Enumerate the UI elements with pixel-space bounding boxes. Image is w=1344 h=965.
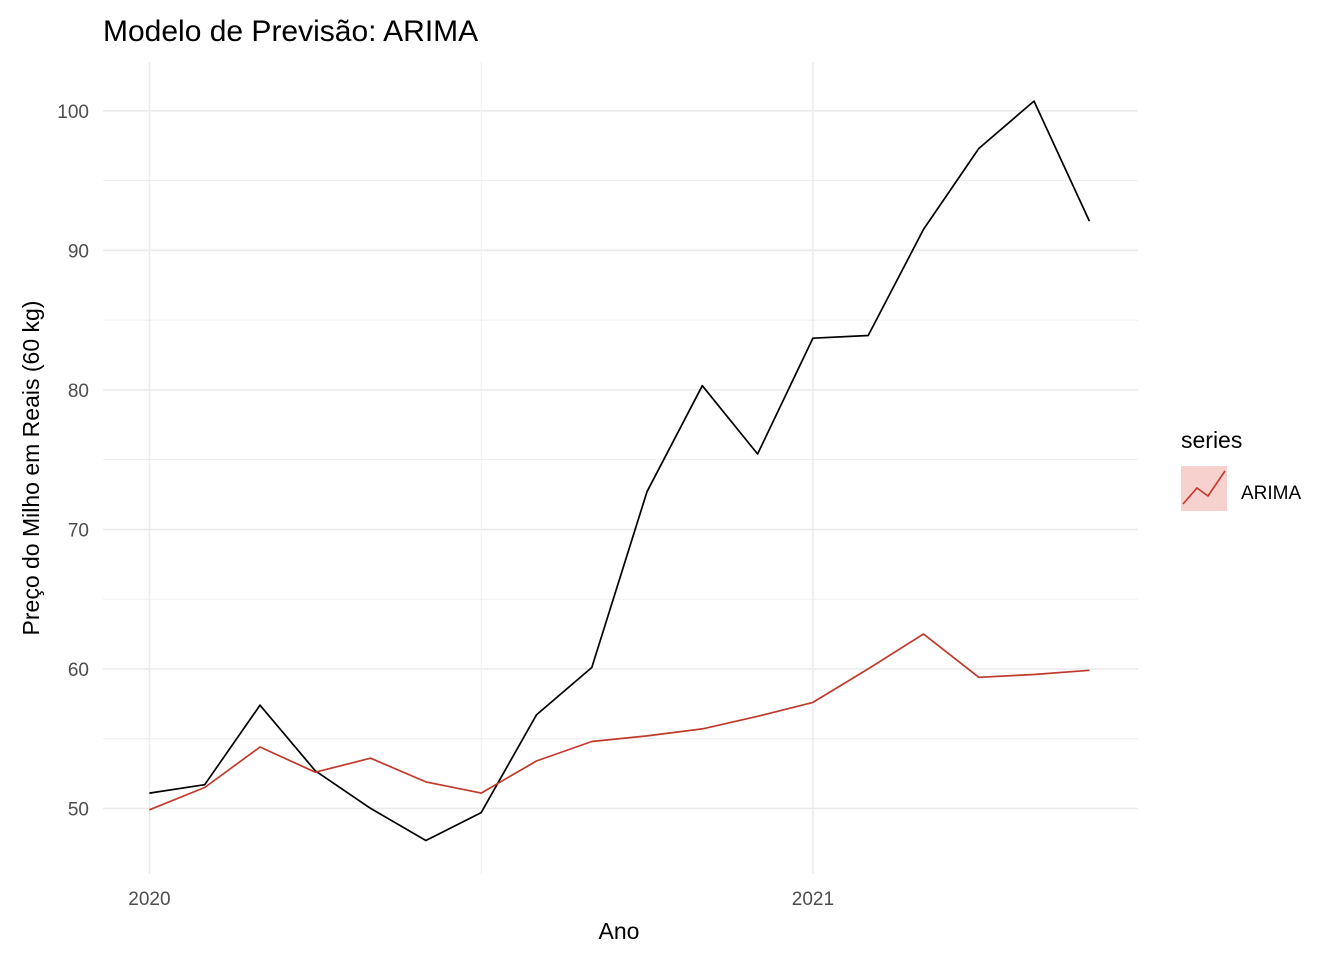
axes: 50 60 70 80 90 100 2020 2021 — [57, 102, 834, 910]
legend-title: series — [1181, 427, 1242, 453]
y-tick-label: 90 — [68, 241, 89, 262]
x-tick-label: 2021 — [792, 889, 834, 910]
legend-label-arima: ARIMA — [1241, 483, 1302, 504]
legend-key-arima — [1181, 466, 1227, 511]
chart-title: Modelo de Previsão: ARIMA — [103, 15, 478, 48]
grid — [103, 62, 1138, 874]
legend: series ARIMA — [1181, 427, 1302, 511]
y-tick-label: 50 — [68, 799, 89, 820]
y-axis-title: Preço do Milho em Reais (60 kg) — [18, 301, 44, 636]
series-lines — [149, 100, 1091, 842]
y-tick-label: 70 — [68, 520, 89, 541]
x-axis-title: Ano — [599, 918, 640, 944]
y-tick-label: 100 — [57, 102, 89, 123]
y-tick-label: 80 — [68, 381, 89, 402]
series-line-arima — [149, 633, 1090, 811]
legend-key-line — [1182, 470, 1226, 505]
series-line-observed — [149, 100, 1091, 842]
x-tick-label: 2020 — [128, 889, 170, 910]
y-tick-label: 60 — [68, 660, 89, 681]
